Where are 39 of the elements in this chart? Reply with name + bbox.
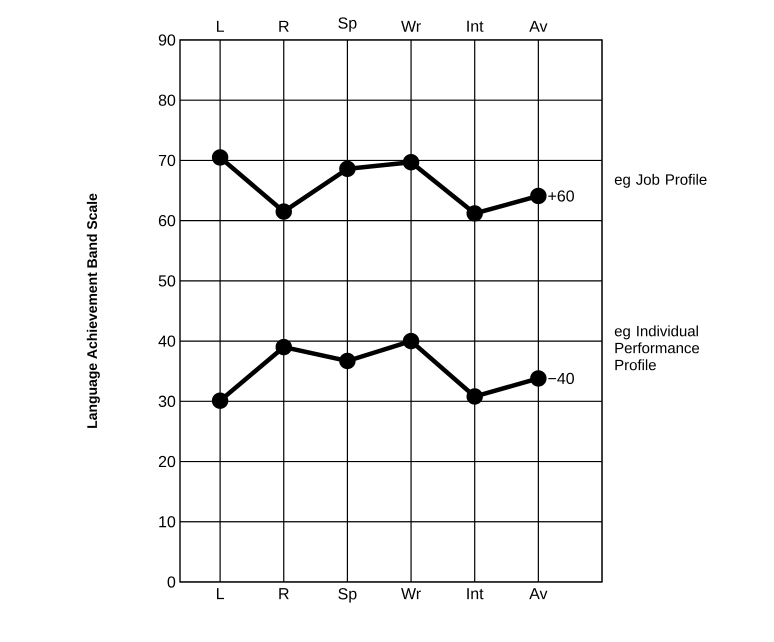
- point: [339, 160, 356, 178]
- point: [276, 338, 292, 356]
- category-label: R: [279, 20, 289, 32]
- point: [276, 203, 292, 220]
- y-tick-label: 80: [158, 94, 176, 106]
- y-tick-label: 10: [159, 516, 176, 528]
- annotation: −40: [548, 372, 574, 384]
- category-label: L: [216, 20, 224, 32]
- text: eg Job Profile: [614, 174, 707, 188]
- point: [402, 332, 420, 350]
- point: [339, 352, 356, 370]
- category-label: Wr: [401, 20, 421, 32]
- point: [212, 392, 228, 409]
- text: eg Individual Performance Profile: [614, 325, 700, 370]
- point: [530, 370, 547, 387]
- category-label: Int: [467, 20, 484, 32]
- x-tick-label: Wr: [401, 588, 421, 600]
- category-label: Av: [529, 20, 548, 32]
- x-tick-label: Int: [467, 588, 484, 600]
- point: [466, 205, 483, 222]
- point: [466, 388, 483, 405]
- y-tick-label: 90: [158, 34, 176, 46]
- x-tick-label: Av: [529, 588, 548, 600]
- x-tick-label: R: [279, 588, 289, 600]
- point: [402, 154, 420, 170]
- y-tick-label: 60: [158, 215, 176, 226]
- x-tick-label: L: [216, 588, 224, 600]
- y-axis-title: Language Achievement Band Scale: [86, 194, 100, 428]
- x-tick-label: Sp: [338, 588, 356, 603]
- y-tick-label: 30: [158, 396, 176, 407]
- y-tick-label: 20: [158, 456, 176, 468]
- y-tick-label: 40: [158, 335, 176, 347]
- annotation: +60: [548, 190, 574, 202]
- category-label: Sp: [338, 17, 356, 32]
- point: [212, 149, 228, 166]
- y-tick-label: 50: [158, 275, 176, 287]
- y-tick-label: 70: [158, 154, 176, 166]
- y-tick-label: 0: [168, 576, 176, 588]
- point: [530, 188, 547, 204]
